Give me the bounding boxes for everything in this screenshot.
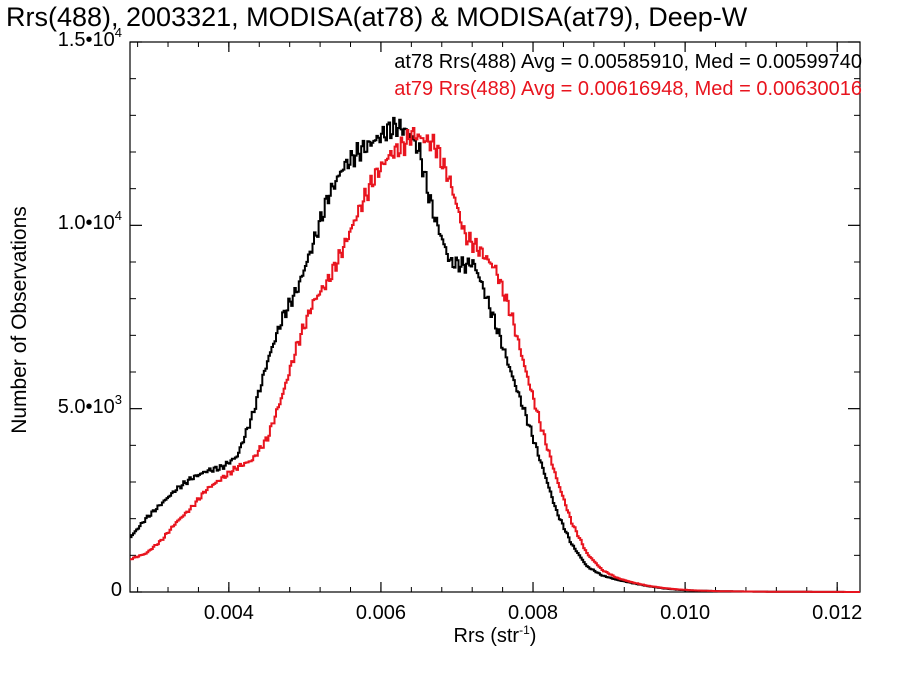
y-tick-label: 0 — [110, 579, 122, 601]
x-tick-label: 0.006 — [355, 602, 406, 624]
y-axis-label: Number of Observations — [8, 206, 31, 434]
series-line-at78 — [130, 116, 860, 593]
axes — [129, 41, 861, 593]
legend-entry-at79: at79 Rrs(488) Avg = 0.00616948, Med = 0.… — [394, 78, 862, 100]
legend-entry-at78: at78 Rrs(488) Avg = 0.00585910, Med = 0.… — [394, 51, 862, 73]
x-tick-label: 0.004 — [203, 602, 254, 624]
x-tick-label: 0.012 — [812, 602, 863, 624]
x-axis-label: Rrs (str-1) — [453, 623, 537, 647]
x-tick-label: 0.010 — [660, 602, 711, 624]
plot-frame — [129, 41, 861, 593]
series-group — [130, 116, 860, 593]
series-line-at79 — [130, 127, 860, 593]
x-tick-label: 0.008 — [507, 602, 559, 624]
y-tick-label: 1.0•104 — [57, 208, 122, 235]
y-tick-label: 1.5•104 — [57, 25, 122, 51]
chart-title: Rrs(488), 2003321, MODISA(at78) & MODISA… — [6, 2, 748, 32]
y-tick-label: 5.0•103 — [57, 391, 122, 418]
